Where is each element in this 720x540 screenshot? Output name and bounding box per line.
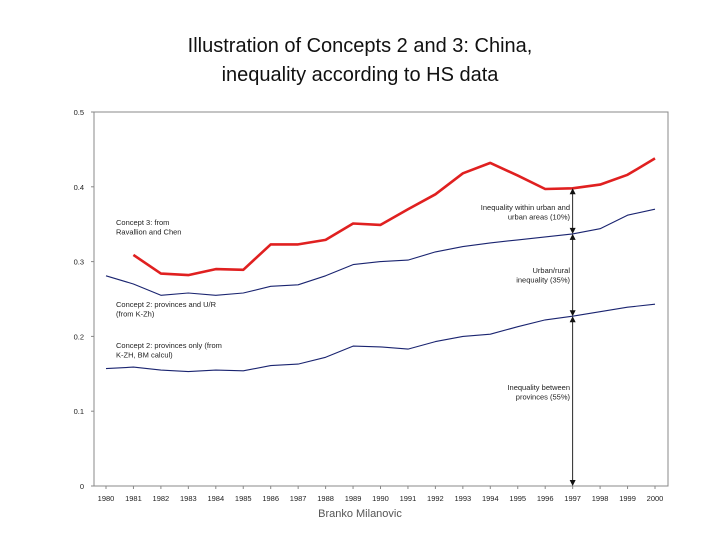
- y-tick-label: 0: [80, 482, 84, 491]
- x-tick-label: 1983: [180, 494, 197, 503]
- x-tick-label: 1998: [592, 494, 609, 503]
- y-tick-label: 0.4: [74, 183, 84, 192]
- annotation-within-urban-rural: Inequality within urban and urban areas (…: [481, 203, 571, 222]
- x-tick-label: 1984: [207, 494, 224, 503]
- x-tick-label: 2000: [647, 494, 664, 503]
- arrow-within-urban-rural: [569, 188, 576, 234]
- plot-frame: [93, 111, 669, 487]
- y-tick-label: 0.3: [74, 258, 84, 267]
- x-tick-label: 1982: [153, 494, 170, 503]
- y-tick-label: 0.5: [74, 108, 84, 117]
- x-tick-label: 1996: [537, 494, 554, 503]
- arrow-urban-rural: [569, 233, 576, 317]
- x-tick-label: 1994: [482, 494, 499, 503]
- footer-author: Branko Milanovic: [318, 508, 402, 520]
- annotation-concept3: Concept 3: from Ravallion and Chen: [116, 218, 181, 237]
- annotation-between-provinces: Inequality between provinces (55%): [507, 383, 570, 402]
- x-tick-label: 1990: [372, 494, 389, 503]
- title-line-1: Illustration of Concepts 2 and 3: China,: [187, 35, 533, 57]
- x-tick-label: 1980: [98, 494, 115, 503]
- y-tick-label: 0.1: [74, 407, 84, 416]
- annotation-concept2-provinces-only: Concept 2: provinces only (from K-ZH, BM …: [116, 341, 222, 360]
- series-line-1: [132, 157, 656, 277]
- x-tick-label: 1995: [509, 494, 526, 503]
- x-tick-label: 1989: [345, 494, 362, 503]
- x-tick-label: 1992: [427, 494, 444, 503]
- x-tick-label: 1986: [262, 494, 279, 503]
- arrow-between-provinces: [569, 316, 576, 486]
- series-line-3: [105, 303, 656, 373]
- annotation-concept2-provinces-ur: Concept 2: provinces and U/R (from K-Zh): [116, 300, 217, 319]
- x-tick-label: 1993: [455, 494, 472, 503]
- x-tick-label: 1987: [290, 494, 307, 503]
- series-line-2: [105, 208, 656, 296]
- x-tick-label: 1985: [235, 494, 252, 503]
- x-tick-label: 1981: [125, 494, 142, 503]
- x-tick-label: 1997: [564, 494, 581, 503]
- y-tick-label: 0.2: [74, 332, 84, 341]
- x-tick-label: 1988: [317, 494, 334, 503]
- x-tick-label: 1991: [400, 494, 417, 503]
- slide-title: Illustration of Concepts 2 and 3: China,…: [0, 32, 720, 90]
- title-line-2: inequality according to HS data: [221, 64, 499, 86]
- x-tick-label: 1999: [619, 494, 636, 503]
- annotation-urban-rural: Urban/rural inequality (35%): [516, 266, 570, 285]
